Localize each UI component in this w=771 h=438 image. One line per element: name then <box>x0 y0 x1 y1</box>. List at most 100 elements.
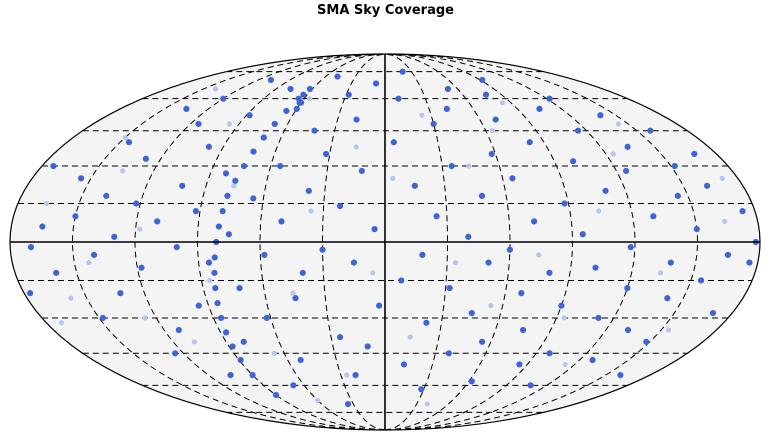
data-point <box>218 314 225 322</box>
data-point <box>424 401 430 407</box>
data-point <box>376 302 383 309</box>
data-point <box>597 112 604 119</box>
data-point <box>27 244 35 251</box>
data-point <box>703 182 711 189</box>
data-point <box>558 302 565 309</box>
data-point <box>290 382 297 389</box>
data-point <box>691 150 698 158</box>
data-point <box>263 314 270 322</box>
data-point <box>519 326 527 334</box>
data-point <box>58 320 65 326</box>
data-point <box>78 175 85 182</box>
data-point <box>142 155 149 162</box>
data-point <box>267 76 275 84</box>
data-point <box>345 91 352 98</box>
data-point <box>103 192 110 200</box>
data-point <box>485 259 492 266</box>
data-point <box>211 269 218 276</box>
data-point <box>260 134 267 141</box>
data-point <box>488 303 494 309</box>
data-point <box>353 116 360 123</box>
data-point <box>300 91 307 98</box>
data-point <box>271 350 277 356</box>
data-point <box>719 175 725 181</box>
data-point <box>232 177 239 184</box>
data-point <box>664 295 671 302</box>
data-point <box>336 334 344 341</box>
data-point <box>179 182 186 189</box>
data-point <box>709 309 717 317</box>
data-point <box>624 143 631 150</box>
data-point <box>292 295 299 302</box>
data-point <box>350 259 358 266</box>
data-point <box>602 187 609 194</box>
data-point <box>466 163 472 169</box>
data-point <box>615 121 622 127</box>
data-point <box>390 175 396 181</box>
data-point <box>390 139 397 146</box>
data-point <box>296 99 303 106</box>
data-point <box>272 391 280 399</box>
data-point <box>308 208 314 214</box>
data-point <box>352 372 359 379</box>
data-points <box>27 68 759 408</box>
data-point <box>665 327 672 333</box>
data-point <box>589 356 596 364</box>
data-point <box>231 183 237 189</box>
chart-title: SMA Sky Coverage <box>317 3 454 18</box>
data-point <box>624 284 631 292</box>
data-point <box>371 226 378 233</box>
data-point <box>205 259 213 266</box>
meridian-line <box>384 54 449 430</box>
data-point <box>183 105 190 112</box>
data-point <box>219 208 226 215</box>
data-point <box>562 361 568 368</box>
data-point <box>138 264 145 271</box>
solid-axes <box>10 54 760 430</box>
data-point <box>224 192 231 200</box>
data-point <box>142 315 148 321</box>
data-point <box>137 226 143 232</box>
data-point <box>536 105 543 112</box>
data-point <box>518 290 525 297</box>
data-point <box>39 223 46 230</box>
data-point <box>250 148 257 155</box>
data-point <box>570 158 577 165</box>
data-point <box>27 290 34 297</box>
data-point <box>306 85 314 93</box>
data-point <box>173 244 180 251</box>
data-point <box>479 338 486 345</box>
data-point <box>561 315 567 321</box>
data-point <box>222 170 230 177</box>
data-point <box>395 95 402 102</box>
data-point <box>482 91 490 98</box>
data-point <box>50 162 57 170</box>
data-point <box>478 192 486 200</box>
data-point <box>353 144 359 150</box>
data-point <box>506 246 513 253</box>
data-point <box>536 252 542 258</box>
data-point <box>445 350 452 357</box>
data-point <box>90 251 98 258</box>
data-point <box>283 107 290 115</box>
data-point <box>322 150 330 158</box>
data-point <box>444 85 452 93</box>
data-point <box>468 309 475 317</box>
data-point <box>617 372 624 379</box>
data-point <box>236 284 243 292</box>
data-point <box>433 213 440 220</box>
data-point <box>465 233 472 240</box>
data-point <box>526 139 533 146</box>
data-point <box>319 246 326 253</box>
data-point <box>446 284 453 292</box>
data-point <box>344 372 350 378</box>
data-point <box>407 334 413 340</box>
data-point <box>364 343 371 350</box>
data-point <box>592 264 599 271</box>
data-point <box>315 397 321 404</box>
data-point <box>212 86 219 92</box>
data-point <box>215 223 222 230</box>
data-point <box>370 270 376 276</box>
data-point <box>739 208 746 215</box>
data-point <box>220 95 227 102</box>
